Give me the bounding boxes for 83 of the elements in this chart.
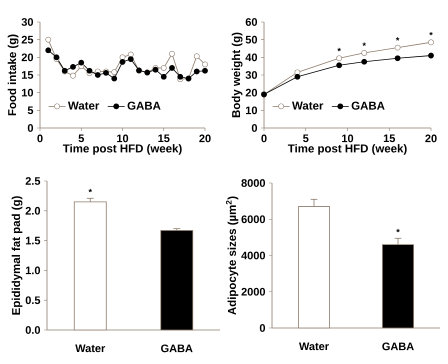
x-axis-title: Time post HFD (week) (62, 144, 182, 155)
point (169, 50, 175, 57)
x-tick-label: 15 (158, 134, 170, 142)
point (194, 68, 200, 74)
x-tick-label: 20 (199, 134, 211, 142)
y-tick-label: 4000 (241, 252, 266, 260)
point (202, 61, 208, 68)
legend-label: GABA (128, 102, 161, 110)
y-tick-label: 5 (28, 106, 34, 114)
point (78, 60, 84, 66)
y-tick-label: 2.0 (26, 206, 40, 215)
point (169, 65, 175, 71)
point (177, 74, 184, 80)
y-tick-label: 0 (260, 324, 266, 332)
y-tick-label: 10 (22, 88, 34, 97)
x-tick-label: 20 (425, 134, 437, 142)
x-tick-label: 15 (384, 134, 396, 142)
y-tick-label: 10 (246, 106, 258, 114)
point (428, 39, 434, 46)
x-axis-title: Time post HFD (week) (288, 144, 407, 155)
point (294, 74, 300, 80)
annotation: * (396, 37, 400, 41)
point (45, 47, 52, 54)
point (70, 64, 76, 70)
point (428, 52, 434, 58)
y-tick-label: 2.5 (26, 177, 40, 185)
point (128, 56, 134, 62)
point (111, 69, 118, 76)
legend-label: Water (68, 102, 100, 110)
x-tick-label: Water (75, 344, 106, 352)
annotation: * (362, 42, 366, 46)
y-tick-label: 40 (245, 53, 258, 62)
annotation: * (88, 188, 92, 192)
point (394, 55, 401, 62)
point (336, 55, 342, 62)
y-tick-label: 20 (246, 88, 258, 97)
point (160, 74, 167, 80)
point (202, 68, 208, 74)
point (86, 68, 92, 74)
y-tick-label: 25 (22, 36, 34, 44)
y-tick-label: 0 (28, 124, 34, 132)
legend-label: GABA (352, 102, 385, 110)
point (120, 59, 126, 65)
point (361, 58, 368, 65)
point (361, 50, 368, 56)
y-tick-label: 60 (246, 18, 258, 26)
y-axis-title: Food intake (g) (8, 34, 18, 116)
point (394, 44, 401, 51)
point (160, 65, 167, 71)
x-tick-label: GABA (382, 342, 414, 350)
y-tick-label: 20 (22, 53, 34, 62)
point (336, 62, 342, 68)
legend-label: Water (292, 102, 324, 110)
y-tick-label: 30 (22, 18, 34, 26)
point (45, 36, 52, 43)
y-tick-label: 50 (246, 36, 258, 44)
y-axis-title: Body weight (g) (232, 32, 242, 118)
y-tick-label: 6000 (242, 215, 266, 224)
point (120, 54, 126, 60)
x-tick-label: 10 (117, 134, 128, 142)
y-tick-label: 2000 (241, 288, 266, 296)
y-tick-label: 0 (252, 124, 258, 132)
point (70, 72, 76, 79)
y-tick-label: 15 (22, 71, 34, 79)
y-axis-title: Adipocyte sizes (µm$^{2}$) (226, 196, 238, 315)
x-tick-label: 10 (342, 134, 354, 142)
y-axis-title: Epididymal fat pad (g) (12, 196, 22, 315)
x-tick-label: 5 (78, 134, 84, 142)
annotation: * (396, 228, 400, 232)
x-tick-label: GABA (161, 344, 193, 352)
point (194, 53, 200, 60)
y-tick-label: 1.0 (26, 266, 40, 274)
point (111, 76, 118, 82)
y-tick-label: 8000 (241, 179, 266, 187)
x-tick-label: 5 (303, 134, 308, 142)
y-tick-label: 0.0 (26, 326, 40, 334)
y-tick-label: 30 (246, 71, 258, 79)
point (94, 72, 101, 78)
annotation: * (429, 32, 433, 36)
annotation: * (337, 48, 341, 52)
x-tick-label: Water (299, 342, 329, 350)
y-tick-label: 0.5 (26, 296, 40, 304)
y-tick-label: 1.5 (26, 236, 40, 244)
